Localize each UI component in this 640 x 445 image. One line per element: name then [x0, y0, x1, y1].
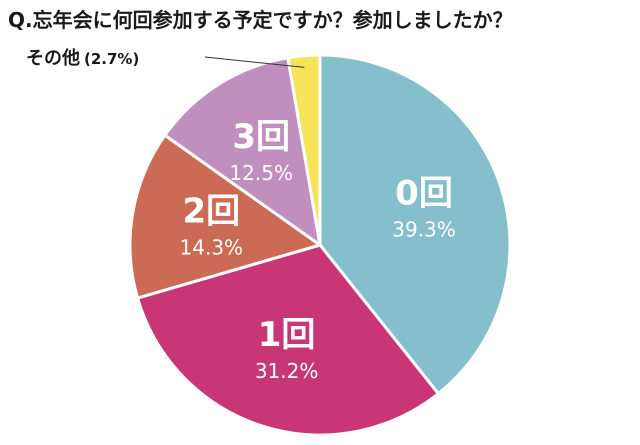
slice-percent-0: 39.3%	[392, 218, 456, 242]
pie-labels: 0回 39.3% 1回 31.2% 2回 14.3% 3回 12.5%	[180, 117, 456, 383]
slice-percent-3: 12.5%	[229, 161, 293, 185]
pie-slice-0	[318, 53, 512, 396]
pie-slice-other	[286, 53, 322, 246]
slice-label-1: 1回	[258, 315, 316, 355]
other-leader-line	[204, 56, 305, 68]
chart-title: Q.忘年会に何回参加する予定ですか？参加しましたか？	[8, 8, 513, 32]
slice-label-0: 0回	[395, 174, 453, 214]
pie-slice-1	[135, 243, 441, 437]
other-slice-name: その他	[26, 48, 80, 69]
other-slice-percent: (2.7%)	[84, 50, 140, 68]
slice-percent-2: 14.3%	[180, 236, 244, 260]
pie-slices	[128, 53, 512, 437]
slice-label-2: 2回	[182, 192, 240, 232]
slice-label-3: 3回	[232, 117, 290, 157]
slice-percent-1: 31.2%	[255, 359, 319, 383]
pie-slice-2	[128, 133, 324, 300]
pie-slice-3	[162, 55, 323, 249]
other-slice-label: その他 (2.7%)	[26, 44, 139, 70]
